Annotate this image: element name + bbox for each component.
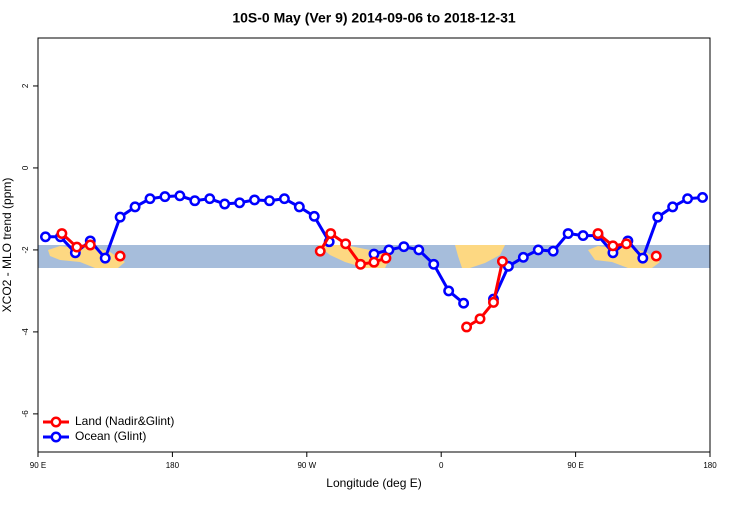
data-point	[234, 197, 246, 209]
data-point	[547, 245, 559, 257]
data-point	[458, 297, 470, 309]
x-tick-label: 90 E	[567, 461, 583, 470]
data-point	[56, 228, 68, 239]
data-point	[368, 256, 380, 268]
data-point	[71, 241, 83, 253]
data-point	[264, 195, 275, 207]
y-tick-label: 2	[21, 83, 30, 88]
x-tick-label: 90 E	[30, 461, 46, 470]
data-point	[577, 230, 589, 242]
x-tick-label: 180	[166, 461, 180, 470]
data-point	[355, 258, 367, 270]
data-point	[532, 244, 544, 256]
x-tick-label: 90 W	[297, 461, 316, 470]
data-point	[129, 201, 141, 213]
y-tick-label: 0	[21, 165, 30, 170]
legend-label: Land (Nadir&Glint)	[75, 414, 174, 428]
y-axis-label: XCO2 - MLO trend (ppm)	[0, 178, 14, 313]
data-point	[189, 195, 201, 207]
data-point	[562, 228, 574, 239]
data-point	[682, 193, 694, 205]
data-point	[620, 238, 632, 250]
data-point	[204, 193, 216, 205]
data-point	[308, 210, 320, 222]
data-point	[325, 228, 337, 239]
data-point	[652, 211, 664, 223]
data-point	[144, 193, 156, 205]
data-point	[398, 241, 410, 253]
data-point	[697, 192, 708, 203]
y-tick-label: -6	[21, 410, 30, 418]
data-point	[667, 201, 679, 213]
data-point	[159, 191, 171, 203]
data-point	[592, 228, 604, 239]
data-point	[380, 252, 392, 264]
data-point	[428, 258, 440, 270]
data-point	[340, 238, 352, 250]
data-point	[517, 251, 529, 263]
x-tick-label: 180	[703, 461, 717, 470]
data-point	[40, 231, 51, 243]
data-point	[637, 252, 649, 264]
legend-label: Ocean (Glint)	[75, 429, 146, 443]
data-point	[99, 252, 111, 264]
data-point	[607, 240, 619, 252]
data-point	[114, 250, 126, 262]
data-point	[443, 285, 455, 297]
data-point	[413, 244, 425, 256]
data-point	[474, 313, 486, 325]
data-point	[249, 194, 260, 206]
data-point	[278, 193, 290, 205]
data-point	[174, 190, 186, 202]
legend-marker	[50, 431, 62, 443]
data-point	[114, 211, 126, 223]
legend-marker	[50, 416, 62, 428]
y-tick-label: -2	[21, 246, 30, 254]
data-point	[219, 198, 231, 210]
data-point	[488, 296, 499, 308]
chart-title: 10S-0 May (Ver 9) 2014-09-06 to 2018-12-…	[232, 10, 515, 26]
data-point	[84, 239, 96, 251]
data-point	[461, 321, 473, 333]
data-point	[314, 245, 326, 257]
x-axis-label: Longitude (deg E)	[326, 476, 421, 490]
y-tick-label: -4	[21, 328, 30, 336]
plot-frame	[37, 37, 711, 453]
data-point	[650, 250, 662, 262]
data-point	[293, 201, 305, 213]
x-tick-label: 0	[439, 461, 444, 470]
data-point	[496, 255, 508, 267]
